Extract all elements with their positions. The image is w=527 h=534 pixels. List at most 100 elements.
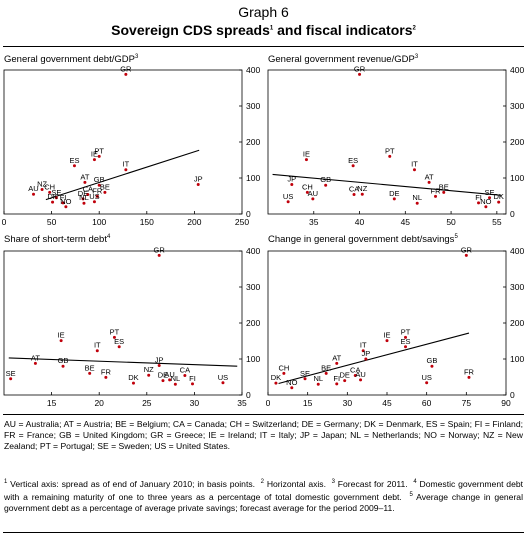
y-tick-label: 200 (246, 318, 260, 328)
point-label-it: IT (411, 160, 418, 169)
point-label-fi: FI (189, 374, 196, 383)
y-tick-label: 300 (510, 282, 524, 292)
data-point-jp (196, 182, 200, 186)
x-tick-label: 35 (309, 217, 319, 227)
data-point-pt (404, 335, 408, 339)
data-point-nz (360, 192, 364, 196)
point-label-dk: DK (128, 373, 138, 382)
point-label-de: DE (389, 189, 399, 198)
bottom-rule (3, 532, 524, 533)
y-tick-label: 400 (246, 65, 260, 75)
y-tick-label: 100 (510, 354, 524, 364)
x-tick-label: 15 (303, 398, 313, 408)
data-point-fi (61, 201, 65, 205)
data-point-gr (157, 253, 161, 257)
data-point-se (303, 377, 307, 381)
data-point-ie (304, 158, 308, 162)
point-label-pt: PT (110, 327, 120, 336)
data-point-ca (353, 374, 357, 378)
x-tick-label: 0 (266, 398, 271, 408)
point-label-au: AU (164, 370, 174, 379)
title-rule (3, 46, 524, 47)
x-tick-label: 50 (47, 217, 57, 227)
data-point-de (343, 379, 347, 383)
x-tick-label: 30 (190, 398, 200, 408)
panel-title-footnote: 3 (414, 54, 419, 60)
point-label-ch: CH (278, 363, 289, 372)
x-tick-label: 200 (187, 217, 201, 227)
y-tick-label: 400 (510, 65, 524, 75)
x-tick-label: 20 (94, 398, 104, 408)
footnotes: 1 Vertical axis: spread as of end of Jan… (4, 477, 523, 514)
point-label-it: IT (360, 341, 367, 350)
point-label-de: DE (78, 189, 88, 198)
point-label-es: ES (114, 337, 124, 346)
point-label-gr: GR (461, 245, 473, 254)
data-point-se (9, 377, 13, 381)
point-label-jp: JP (287, 174, 296, 183)
point-label-ch: CH (44, 182, 55, 191)
y-tick-label: 200 (510, 137, 524, 147)
data-point-gr (124, 72, 128, 76)
trend-line (278, 332, 470, 385)
point-label-pt: PT (401, 327, 411, 336)
footnote-mark-2: 2 (260, 479, 265, 485)
x-tick-label: 50 (446, 217, 456, 227)
x-tick-label: 75 (462, 398, 472, 408)
data-point-ca (183, 374, 187, 378)
x-tick-label: 250 (235, 217, 249, 227)
data-point-fr (95, 194, 99, 198)
point-label-es: ES (348, 156, 358, 165)
y-tick-label: 0 (246, 209, 251, 219)
data-point-fi (335, 382, 339, 386)
panel-title-revenue-gdp: General government revenue/GDP3 (268, 54, 418, 65)
panel-title-footnote: 5 (454, 234, 458, 240)
point-label-gr: GR (354, 64, 366, 73)
data-point-be (103, 190, 107, 194)
data-point-ca (86, 193, 90, 197)
footnote-mark-1: 1 (4, 479, 8, 485)
data-point-us (221, 381, 225, 385)
divider (3, 414, 524, 415)
data-point-gb (97, 183, 101, 187)
point-label-pt: PT (385, 146, 395, 155)
data-point-nl (415, 201, 419, 205)
point-label-es: ES (69, 156, 79, 165)
x-tick-label: 90 (501, 398, 511, 408)
data-point-nl (173, 382, 177, 386)
data-point-es (404, 345, 408, 349)
x-tick-label: 100 (92, 217, 106, 227)
footnote-5: Average change in general government deb… (4, 491, 524, 513)
point-label-nl: NL (313, 374, 323, 383)
data-point-no (64, 205, 68, 209)
x-tick-label: 60 (422, 398, 432, 408)
data-point-dk (51, 200, 55, 204)
graph-title-text-2: and fiscal indicators (273, 22, 413, 38)
data-point-dk (131, 381, 135, 385)
y-tick-label: 300 (246, 101, 260, 111)
trend-line (8, 357, 238, 367)
point-label-se: SE (485, 188, 495, 197)
point-label-at: AT (425, 172, 434, 181)
footnote-mark-3: 3 (331, 479, 335, 485)
data-point-se (54, 196, 58, 200)
point-label-no: NO (480, 197, 491, 206)
x-tick-label: 25 (142, 398, 152, 408)
data-point-gb (61, 364, 65, 368)
point-label-be: BE (85, 363, 95, 372)
data-point-jp (157, 363, 161, 367)
data-point-fi (477, 201, 481, 205)
data-point-nl (316, 382, 320, 386)
point-label-no: NO (60, 197, 71, 206)
point-label-dk: DK (493, 192, 503, 201)
point-label-no: NO (286, 378, 297, 387)
y-tick-label: 200 (510, 318, 524, 328)
data-point-nz (147, 373, 151, 377)
point-label-fr: FR (101, 367, 112, 376)
point-label-gb: GB (94, 175, 105, 184)
data-point-au (168, 378, 172, 382)
data-point-gb (324, 183, 328, 187)
panel-title-text: General government debt/GDP (4, 54, 135, 66)
point-label-gb: GB (427, 356, 438, 365)
